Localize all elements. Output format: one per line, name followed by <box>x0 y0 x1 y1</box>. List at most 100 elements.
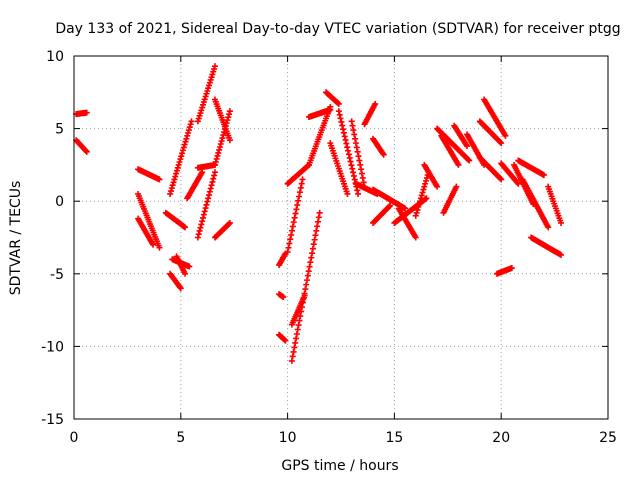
data-point <box>226 220 233 227</box>
data-point <box>412 234 419 241</box>
data-point <box>226 137 233 144</box>
series-arc-21 <box>288 209 323 364</box>
data-point <box>177 156 184 163</box>
series-arc-39 <box>421 161 441 190</box>
data-point <box>346 154 353 161</box>
data-point <box>307 259 314 266</box>
data-point <box>293 206 300 213</box>
data-point <box>354 187 361 194</box>
data-point <box>497 175 504 182</box>
x-tick-labels: 0 5 10 15 20 25 <box>70 430 617 446</box>
data-point <box>303 281 310 288</box>
data-point <box>315 214 322 221</box>
data-point <box>340 129 347 136</box>
data-point <box>301 292 308 299</box>
data-point <box>306 263 313 270</box>
data-point <box>226 108 233 115</box>
data-point <box>288 231 295 238</box>
data-point <box>296 189 303 196</box>
data-point <box>179 150 186 157</box>
x-tick-label: 5 <box>176 430 185 446</box>
data-point <box>293 330 300 337</box>
data-point <box>224 117 231 124</box>
data-point <box>336 111 343 118</box>
y-tick-label: -5 <box>50 267 64 283</box>
data-point <box>294 202 301 209</box>
data-point <box>350 127 357 134</box>
series-arc-37 <box>395 205 419 241</box>
x-tick-label: 20 <box>492 430 510 446</box>
data-point <box>312 232 319 239</box>
data-point <box>308 254 315 261</box>
grid <box>74 56 608 419</box>
data-point <box>416 201 423 208</box>
data-point <box>205 195 212 202</box>
data-point <box>340 126 347 133</box>
data-point <box>170 179 177 186</box>
series-arc-54 <box>493 264 515 277</box>
data-point <box>216 143 223 150</box>
data-point <box>349 165 356 172</box>
data-point <box>344 144 351 151</box>
data-point <box>176 158 183 165</box>
data-point <box>508 264 515 271</box>
data-point <box>226 219 233 226</box>
data-point <box>182 138 189 145</box>
data-point <box>422 180 429 187</box>
data-point <box>172 173 179 180</box>
data-point <box>168 185 175 192</box>
series-arc-43 <box>451 122 471 150</box>
series-arc-1 <box>73 109 90 118</box>
data-point <box>386 203 393 210</box>
series-arc-14 <box>194 169 218 241</box>
data-point <box>184 132 191 139</box>
data-point <box>209 178 216 185</box>
data-point <box>289 353 296 360</box>
series-arc-18 <box>276 250 289 269</box>
x-tick-label: 25 <box>599 430 617 446</box>
data-point <box>341 133 348 140</box>
data-point <box>339 122 346 129</box>
series-arc-50 <box>519 176 552 231</box>
series-arc-46 <box>481 96 509 139</box>
data-point <box>225 114 232 121</box>
data-point <box>356 157 363 164</box>
y-tick-label: 10 <box>46 49 64 65</box>
data-point <box>359 174 366 181</box>
data-point <box>211 63 218 70</box>
data-point <box>183 135 190 142</box>
data-point <box>292 339 299 346</box>
data-point <box>196 227 203 234</box>
data-point <box>156 244 163 251</box>
data-point <box>558 251 565 258</box>
data-point <box>182 270 189 277</box>
data-point <box>204 198 211 205</box>
y-tick-label: -15 <box>41 412 64 428</box>
axis-ticks <box>73 55 609 420</box>
data-point <box>296 317 303 324</box>
series-arc-19 <box>276 291 287 301</box>
data-point <box>304 272 311 279</box>
data-point <box>175 161 182 168</box>
series-arc-30 <box>348 118 368 190</box>
series-arc-32 <box>370 135 387 158</box>
data-point <box>174 164 181 171</box>
series-arc-47 <box>476 154 505 183</box>
data-point <box>412 212 419 219</box>
data-point <box>210 175 217 182</box>
data-point <box>466 157 473 164</box>
data-point <box>335 108 342 115</box>
series-arc-29 <box>327 140 351 197</box>
data-point <box>316 209 323 216</box>
x-tick-label: 0 <box>70 430 79 446</box>
data-point <box>169 182 176 189</box>
data-point <box>387 202 394 209</box>
y-tick-labels: -15 -10 -5 0 5 10 <box>41 49 64 428</box>
data-point <box>417 198 424 205</box>
series-arc-12 <box>194 63 218 125</box>
series-arc-10 <box>167 118 195 197</box>
data-point <box>213 155 220 162</box>
data-point <box>304 277 311 284</box>
series-arc-26 <box>305 106 334 120</box>
data-point <box>285 244 292 251</box>
